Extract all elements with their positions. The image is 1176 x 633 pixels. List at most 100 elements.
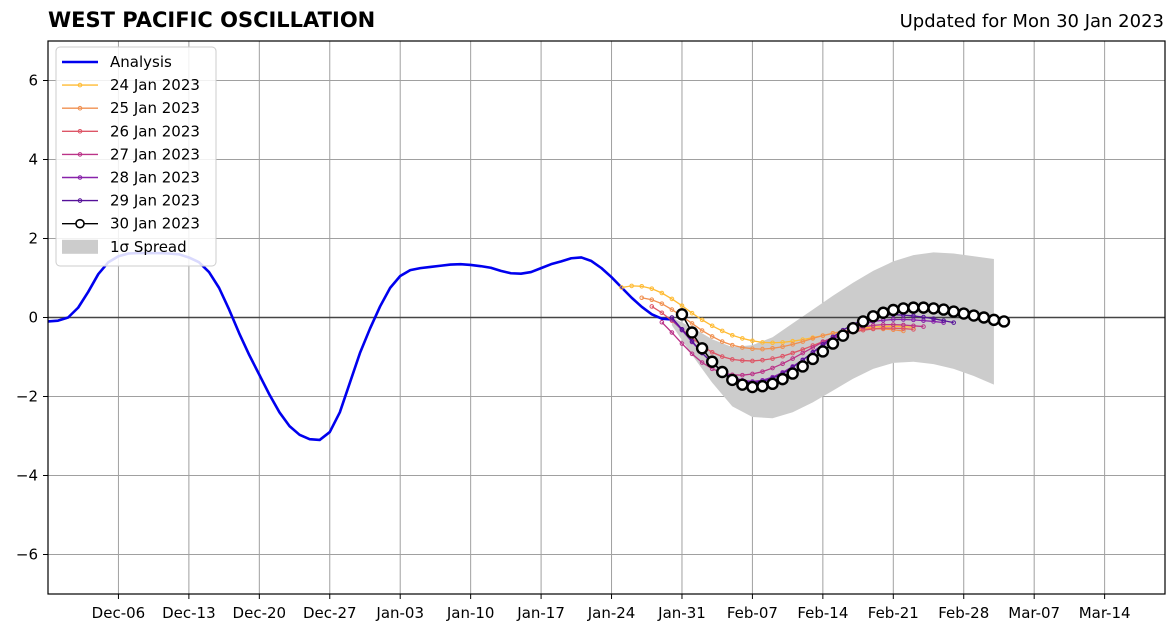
forecast-point — [750, 358, 755, 364]
forecast-point — [679, 327, 685, 332]
latest-forecast-point — [756, 380, 769, 393]
forecast-point — [810, 345, 816, 350]
legend-entry: Analysis — [62, 53, 172, 71]
x-tick-label: Jan-10 — [446, 604, 495, 622]
latest-forecast-point — [987, 313, 1001, 327]
forecast-point — [659, 301, 665, 306]
latest-forecast-point — [887, 303, 900, 317]
latest-forecast-point — [866, 310, 880, 323]
forecast-point — [760, 369, 765, 374]
x-tick-label: Dec-13 — [162, 604, 216, 622]
x-tick-label: Jan-31 — [657, 604, 706, 622]
forecast-point — [639, 283, 645, 289]
forecast-point — [770, 365, 775, 371]
forecast-point — [931, 319, 936, 324]
forecast-point — [740, 372, 745, 378]
latest-forecast-point — [957, 307, 970, 320]
latest-forecast-point — [726, 373, 739, 387]
forecast-point — [911, 313, 916, 319]
legend-entry: 25 Jan 2023 — [62, 99, 200, 117]
latest-forecast-point — [856, 315, 870, 328]
latest-forecast-point — [907, 301, 920, 314]
forecast-point — [689, 321, 695, 326]
forecast-point — [669, 296, 675, 302]
latest-forecast-series — [675, 301, 1011, 394]
forecast-point — [790, 350, 795, 356]
y-tick-label: −2 — [16, 388, 38, 406]
legend-label: Analysis — [110, 53, 172, 71]
forecast-point — [770, 340, 775, 346]
latest-forecast-point — [816, 345, 830, 358]
forecast-point — [740, 345, 745, 350]
forecast-point — [669, 330, 675, 335]
x-tick-label: Jan-03 — [375, 604, 424, 622]
x-tick-label: Dec-06 — [92, 604, 146, 622]
forecast-point — [729, 342, 735, 348]
forecast-point — [699, 317, 705, 323]
legend-label: 27 Jan 2023 — [110, 145, 200, 163]
forecast-point — [649, 297, 655, 303]
forecast-point — [760, 340, 765, 345]
legend-entry: 1σ Spread — [62, 238, 187, 256]
forecast-point — [790, 342, 795, 347]
forecast-point — [770, 346, 775, 351]
forecast-point — [760, 346, 765, 352]
latest-forecast-point — [776, 372, 789, 386]
latest-forecast-point — [806, 352, 819, 366]
chart-title: WEST PACIFIC OSCILLATION — [48, 8, 376, 32]
forecast-point — [719, 354, 725, 359]
latest-forecast-point — [836, 329, 850, 342]
latest-forecast-point — [705, 355, 719, 368]
forecast-point — [740, 358, 745, 363]
latest-forecast-point — [766, 377, 779, 391]
y-tick-label: 2 — [28, 230, 38, 248]
forecast-point — [679, 303, 685, 308]
x-tick-label: Mar-14 — [1079, 604, 1131, 622]
forecast-point — [689, 351, 695, 357]
forecast-point — [659, 310, 665, 316]
forecast-point — [729, 357, 735, 362]
forecast-point — [709, 334, 715, 339]
forecast-point — [780, 344, 785, 350]
forecast-point — [699, 328, 705, 333]
legend-marker — [77, 152, 83, 157]
legend-label: 29 Jan 2023 — [110, 192, 200, 210]
y-tick-label: 0 — [28, 309, 38, 327]
forecast-point — [669, 307, 675, 312]
legend-entry: 28 Jan 2023 — [62, 169, 200, 187]
x-tick-label: Feb-07 — [727, 604, 778, 622]
y-tick-label: −6 — [16, 546, 38, 564]
axes-layer: Dec-06 Dec-13 Dec-20 Dec-27 Jan-03 Jan-10 Jan-… — [16, 40, 1166, 622]
forecast-point — [740, 336, 745, 341]
latest-forecast-point — [675, 308, 689, 321]
forecast-point — [921, 324, 926, 329]
forecast-point — [800, 350, 806, 356]
forecast-point — [911, 323, 916, 329]
forecast-point — [689, 310, 695, 316]
latest-forecast-point — [897, 302, 910, 315]
forecast-point — [790, 356, 795, 361]
legend-swatch — [62, 239, 98, 254]
legend-entry: 30 Jan 2023 — [62, 215, 200, 233]
y-tick-label: 4 — [28, 151, 38, 169]
latest-forecast-point — [927, 302, 940, 315]
forecast-point — [619, 285, 624, 290]
legend-entry: 24 Jan 2023 — [62, 76, 200, 94]
latest-forecast-point — [846, 321, 860, 335]
forecast-point — [780, 361, 785, 367]
legend-label: 30 Jan 2023 — [110, 215, 200, 233]
forecast-point — [629, 283, 634, 289]
x-tick-label: Dec-27 — [303, 604, 357, 622]
latest-forecast-point — [685, 326, 699, 339]
legend-label: 28 Jan 2023 — [110, 169, 200, 187]
x-tick-label: Feb-28 — [938, 604, 989, 622]
forecast-point — [750, 371, 755, 377]
forecast-point — [729, 332, 735, 338]
forecast-point — [659, 290, 665, 296]
latest-forecast-point — [937, 303, 950, 316]
legend-entry: 26 Jan 2023 — [62, 122, 200, 140]
latest-forecast-point — [977, 311, 991, 324]
forecast-point — [709, 349, 715, 355]
forecast-point — [951, 320, 956, 325]
forecast-point — [880, 322, 886, 327]
